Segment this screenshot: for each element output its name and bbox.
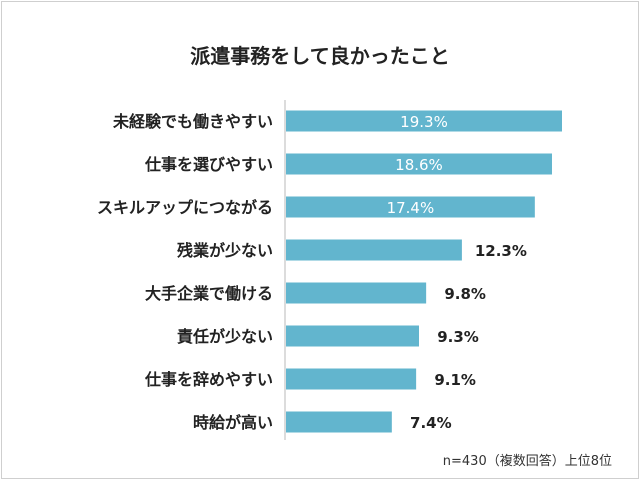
data-label: 18.6% [395, 156, 443, 174]
category-label: 残業が少ない [177, 241, 273, 260]
category-label: 時給が高い [193, 413, 273, 432]
category-label: 未経験でも働きやすい [112, 112, 273, 131]
chart-title: 派遣事務をして良かったこと [190, 44, 450, 68]
chart-note: n=430（複数回答）上位8位 [442, 454, 612, 469]
category-label: 仕事を選びやすい [144, 155, 273, 174]
bar [286, 325, 419, 347]
data-label: 17.4% [387, 199, 435, 217]
category-label: 仕事を辞めやすい [144, 370, 273, 389]
category-label: 大手企業で働ける [145, 284, 273, 303]
bar [286, 153, 552, 175]
bar [286, 110, 562, 132]
data-label: 7.4% [410, 414, 452, 432]
data-label: 19.3% [400, 113, 448, 131]
bar [286, 282, 427, 304]
data-label: 9.8% [444, 285, 486, 303]
bar [286, 196, 535, 218]
data-label: 9.1% [434, 371, 476, 389]
data-label: 9.3% [437, 328, 479, 346]
category-label: 責任が少ない [177, 327, 273, 346]
bar [286, 368, 417, 390]
bar [286, 411, 392, 433]
data-label: 12.3% [475, 242, 527, 260]
category-label: スキルアップにつながる [97, 198, 273, 217]
bar [286, 239, 462, 261]
